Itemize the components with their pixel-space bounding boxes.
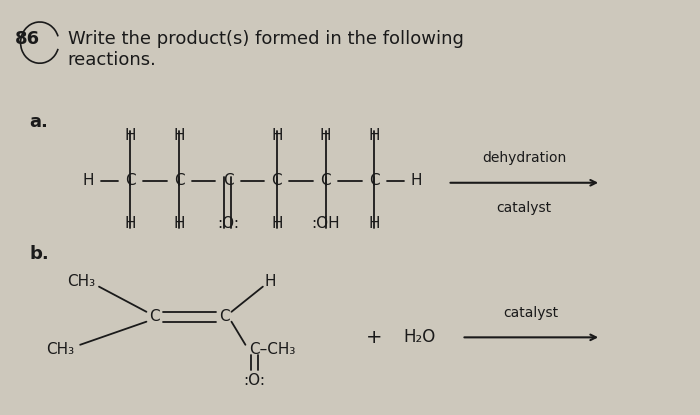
Text: a.: a. [29, 113, 48, 131]
Text: C: C [223, 173, 233, 188]
Text: H: H [271, 217, 283, 232]
Text: H: H [125, 217, 136, 232]
Text: Write the product(s) formed in the following
reactions.: Write the product(s) formed in the follo… [68, 30, 463, 69]
Text: dehydration: dehydration [482, 151, 566, 165]
Text: C: C [174, 173, 185, 188]
Text: C: C [369, 173, 379, 188]
Text: CH₃: CH₃ [47, 342, 75, 357]
Text: C: C [150, 309, 160, 324]
Text: +: + [366, 328, 383, 347]
Text: H: H [369, 217, 380, 232]
Text: H: H [125, 128, 136, 143]
Text: H₂O: H₂O [404, 328, 436, 347]
Text: H: H [271, 128, 283, 143]
Text: C: C [321, 173, 331, 188]
Text: C: C [219, 309, 230, 324]
Text: H: H [410, 173, 422, 188]
Text: catalyst: catalyst [497, 200, 552, 215]
Text: H: H [320, 128, 331, 143]
Text: H: H [369, 128, 380, 143]
Text: C: C [125, 173, 136, 188]
Text: 86: 86 [15, 30, 41, 48]
Text: C–CH₃: C–CH₃ [249, 342, 295, 357]
Text: H: H [264, 274, 276, 289]
Text: b.: b. [29, 244, 49, 263]
Text: catalyst: catalyst [504, 305, 559, 320]
Text: :O:: :O: [244, 373, 265, 388]
Text: H: H [174, 128, 185, 143]
Text: :O:: :O: [217, 217, 239, 232]
Text: :ÖH: :ÖH [312, 217, 340, 232]
Text: H: H [174, 217, 185, 232]
Text: CH₃: CH₃ [67, 274, 96, 289]
Text: H: H [83, 173, 94, 188]
Text: C: C [272, 173, 282, 188]
